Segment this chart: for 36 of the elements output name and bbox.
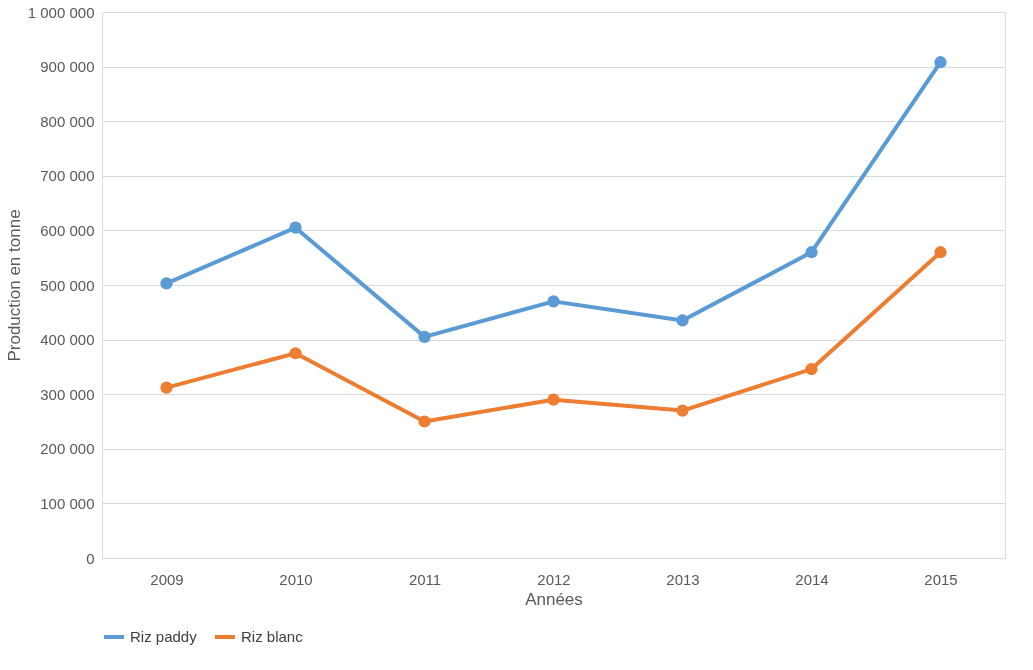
x-axis-title: Années (525, 589, 583, 609)
point (805, 246, 818, 259)
x-tick-label: 2012 (537, 570, 571, 588)
point (676, 404, 689, 417)
point (418, 415, 431, 428)
x-tick-label: 2014 (795, 570, 829, 588)
y-tick-label: 1 000 000 (27, 3, 95, 21)
point (934, 246, 947, 259)
y-tick-label: 0 (86, 549, 95, 567)
y-tick-label: 600 000 (40, 221, 95, 239)
y-tick-label: 700 000 (40, 167, 95, 185)
point (160, 381, 173, 394)
point (160, 277, 173, 290)
point (289, 221, 302, 234)
y-tick-label: 800 000 (40, 112, 95, 130)
point (805, 362, 818, 376)
legend-label: Riz paddy (130, 628, 198, 645)
point (547, 393, 560, 406)
y-tick-label: 900 000 (40, 58, 95, 76)
point (676, 314, 689, 327)
y-tick-label: 400 000 (40, 331, 95, 349)
x-tick-label: 2009 (150, 570, 184, 588)
x-tick-label: 2010 (279, 570, 313, 588)
y-tick-label: 200 000 (40, 440, 95, 458)
x-tick-label: 2013 (666, 570, 700, 588)
x-tick-label: 2011 (408, 570, 442, 588)
legend-label: Riz blanc (241, 628, 304, 645)
y-axis-title: Production en tonne (4, 209, 24, 362)
y-tick-label: 100 000 (40, 494, 95, 512)
point (934, 56, 947, 69)
point (547, 295, 560, 308)
x-tick-label: 2015 (924, 570, 958, 588)
point (289, 347, 302, 360)
y-tick-label: 500 000 (40, 276, 95, 294)
point (418, 330, 431, 343)
y-tick-label: 300 000 (40, 385, 95, 403)
